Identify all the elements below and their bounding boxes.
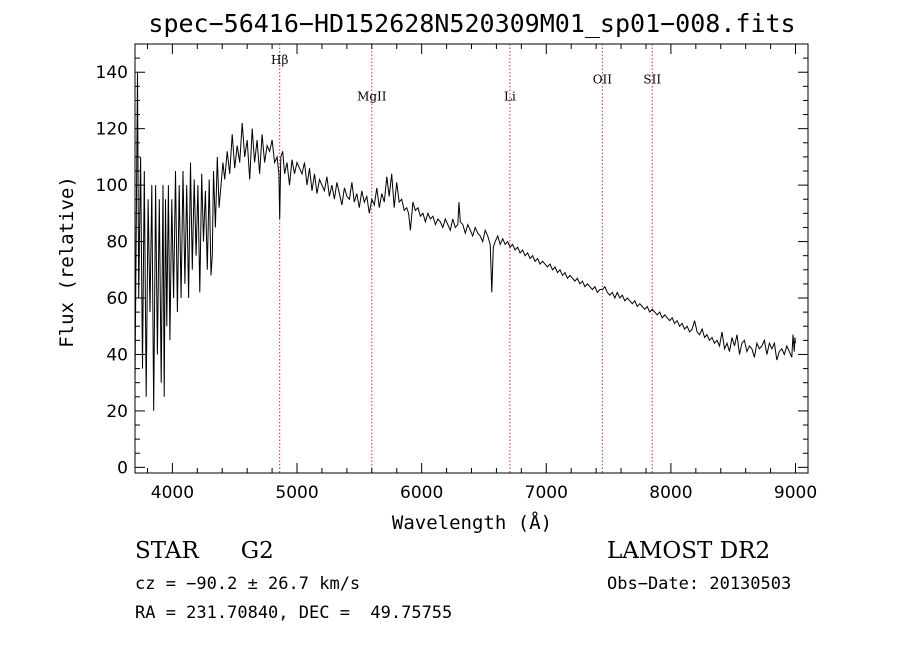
spectrum-line [134,72,796,411]
y-tick-label: 140 [96,63,128,83]
reference-line-label: SII [643,73,661,87]
x-tick-label: 9000 [774,483,817,503]
y-tick-label: 80 [106,233,128,253]
y-axis-label: Flux (relative) [56,176,78,348]
y-tick-label: 40 [106,345,128,365]
y-tick-label: 100 [96,176,128,196]
plot-frame [134,43,809,474]
redshift-line: cz = −90.2 ± 26.7 km/s [135,574,361,594]
x-axis-label: Wavelength (Å) [392,511,552,534]
x-tick-label: 8000 [649,483,692,503]
obs-date: Obs−Date: 20130503 [607,574,792,594]
reference-line-label: MgII [357,89,387,103]
reference-line-labels: Hβ MgII Li OII SII [271,53,661,104]
y-tick-label: 20 [106,402,128,422]
reference-line-label: OII [593,73,613,87]
x-tick-label: 4000 [151,483,194,503]
y-tick-label: 60 [106,289,128,309]
object-class-row: STAR G2 [135,538,274,564]
y-tick-label: 0 [117,458,128,478]
reference-line-label: Hβ [271,53,288,67]
y-tick-label: 120 [96,120,128,140]
reference-lines [279,44,653,473]
chart-title: spec−56416−HD152628N520309M01_sp01−008.f… [148,9,795,38]
x-tick-label: 7000 [525,483,568,503]
x-tick-label: 6000 [400,483,443,503]
x-axis-ticks: 4000 5000 6000 7000 8000 9000 [146,44,817,503]
survey-label: LAMOST DR2 [607,538,771,564]
coordinates: RA = 231.70840, DEC = 49.75755 [135,603,453,623]
x-tick-label: 5000 [275,483,318,503]
y-axis-ticks: 0 20 40 60 80 100 120 140 [96,57,808,478]
subclass-label: G2 [240,538,274,564]
object-label: STAR [135,538,199,564]
reference-line-label: Li [504,89,516,103]
